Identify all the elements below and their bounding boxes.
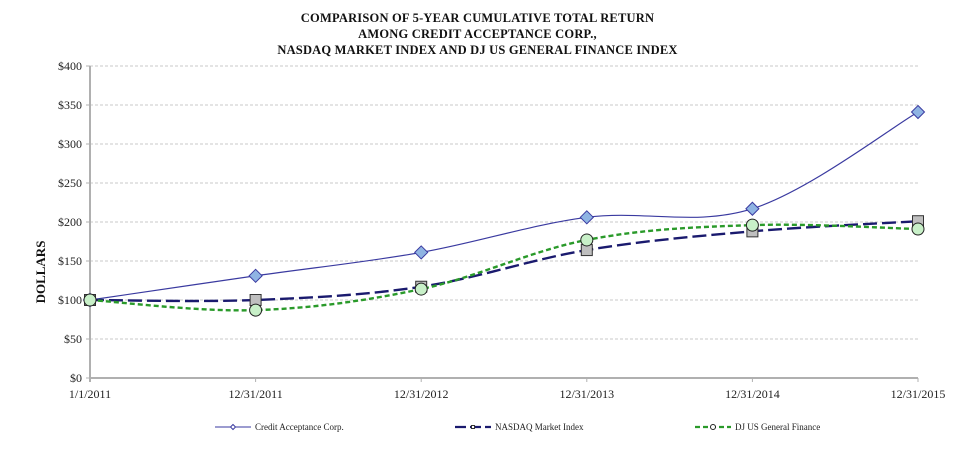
data-point-diamond xyxy=(745,201,760,216)
legend-label: NASDAQ Market Index xyxy=(495,422,584,432)
series-credit-acceptance-corp xyxy=(82,104,926,308)
x-tick-label: 12/31/2014 xyxy=(725,387,780,401)
data-point-circle xyxy=(745,218,759,232)
y-tick-label: $100 xyxy=(58,293,82,307)
y-axis-label: DOLLARS xyxy=(33,241,48,304)
series-line xyxy=(89,220,919,303)
x-tick-label: 12/31/2011 xyxy=(228,387,282,401)
data-point-circle xyxy=(911,222,925,236)
y-tick-label: $250 xyxy=(58,176,82,190)
data-point-diamond xyxy=(413,245,429,260)
x-tick-label: 12/31/2012 xyxy=(394,387,449,401)
data-point-circle xyxy=(580,233,594,247)
legend-marker-circle xyxy=(710,424,716,430)
data-point-diamond xyxy=(248,268,263,284)
chart-title: COMPARISON OF 5-YEAR CUMULATIVE TOTAL RE… xyxy=(0,10,955,58)
data-point-diamond xyxy=(579,210,595,225)
legend-label: Credit Acceptance Corp. xyxy=(255,422,344,432)
legend-item: NASDAQ Market Index xyxy=(455,422,584,432)
series-dj-us-general-finance xyxy=(83,218,925,317)
x-tick-label: 12/31/2013 xyxy=(559,387,614,401)
y-tick-label: $50 xyxy=(64,332,82,346)
legend-label: DJ US General Finance xyxy=(735,422,820,432)
data-point-circle xyxy=(249,303,263,317)
title-line-3: NASDAQ MARKET INDEX AND DJ US GENERAL FI… xyxy=(277,43,678,57)
y-tick-label: $150 xyxy=(58,254,82,268)
y-axis-ticks: $0 $50 $100 $150 $200 $250 $300 $350 $400 xyxy=(58,59,90,385)
x-tick-label: 12/31/2015 xyxy=(891,387,946,401)
legend-marker-square xyxy=(471,425,475,429)
data-point-circle xyxy=(83,293,97,307)
legend-marker-diamond xyxy=(229,423,237,431)
series-line xyxy=(89,111,919,301)
gridlines xyxy=(90,65,918,340)
axes xyxy=(89,66,918,382)
x-tick-label: 1/1/2011 xyxy=(69,387,111,401)
y-tick-label: $0 xyxy=(70,371,82,385)
legend-item: Credit Acceptance Corp. xyxy=(215,422,344,432)
data-point-circle xyxy=(414,282,428,296)
title-line-1: COMPARISON OF 5-YEAR CUMULATIVE TOTAL RE… xyxy=(300,11,655,25)
series-line xyxy=(89,223,919,312)
data-point-diamond xyxy=(910,104,926,120)
x-axis-ticks: 1/1/2011 12/31/2011 12/31/2012 12/31/2013 12… xyxy=(69,378,945,401)
y-tick-label: $400 xyxy=(58,59,82,73)
series-lines xyxy=(82,104,926,317)
legend-item: DJ US General Finance xyxy=(695,422,820,432)
legend: Credit Acceptance Corp. NASDAQ Market Ind… xyxy=(215,422,820,432)
y-tick-label: $300 xyxy=(58,137,82,151)
title-line-2: AMONG CREDIT ACCEPTANCE CORP., xyxy=(358,27,597,41)
y-tick-label: $200 xyxy=(58,215,82,229)
y-tick-label: $350 xyxy=(58,98,82,112)
